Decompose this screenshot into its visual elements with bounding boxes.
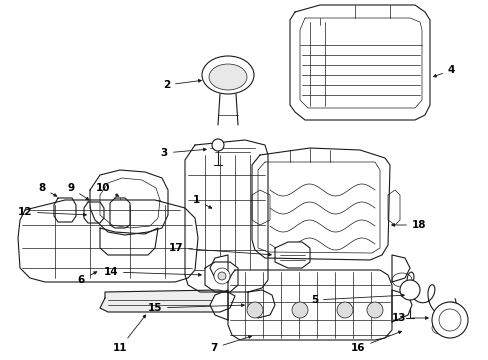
Circle shape — [214, 268, 229, 284]
Polygon shape — [84, 202, 104, 223]
Polygon shape — [391, 290, 411, 322]
Text: 13: 13 — [391, 313, 427, 323]
Text: 4: 4 — [432, 65, 454, 77]
Text: 5: 5 — [310, 294, 404, 305]
Polygon shape — [391, 255, 409, 282]
Text: 6: 6 — [78, 272, 97, 285]
Polygon shape — [18, 200, 198, 282]
Circle shape — [212, 139, 224, 151]
Polygon shape — [227, 270, 391, 340]
Polygon shape — [100, 290, 235, 312]
Circle shape — [291, 302, 307, 318]
Text: 10: 10 — [96, 183, 119, 196]
Text: 14: 14 — [103, 267, 201, 277]
Polygon shape — [90, 170, 168, 235]
Text: 9: 9 — [67, 183, 89, 200]
Text: 18: 18 — [391, 220, 426, 230]
Ellipse shape — [208, 64, 246, 90]
Text: 1: 1 — [192, 195, 211, 208]
Circle shape — [218, 272, 225, 280]
Circle shape — [366, 302, 382, 318]
Text: 15: 15 — [147, 303, 244, 313]
Polygon shape — [184, 140, 267, 292]
Polygon shape — [110, 198, 130, 228]
Circle shape — [399, 280, 419, 300]
Text: 8: 8 — [38, 183, 57, 196]
Text: 16: 16 — [350, 331, 401, 353]
Polygon shape — [274, 242, 309, 268]
Ellipse shape — [202, 56, 253, 94]
Polygon shape — [204, 262, 238, 292]
Text: 11: 11 — [113, 315, 145, 353]
Polygon shape — [387, 190, 399, 225]
Polygon shape — [54, 198, 76, 222]
Circle shape — [336, 302, 352, 318]
Circle shape — [246, 302, 263, 318]
Circle shape — [431, 302, 467, 338]
Text: 12: 12 — [18, 207, 86, 217]
Polygon shape — [209, 255, 227, 282]
Text: 7: 7 — [210, 336, 251, 353]
Polygon shape — [251, 148, 389, 260]
Text: 3: 3 — [161, 148, 206, 158]
Polygon shape — [289, 5, 429, 120]
Polygon shape — [100, 228, 158, 255]
Text: 17: 17 — [168, 243, 271, 256]
Circle shape — [438, 309, 460, 331]
Polygon shape — [251, 190, 269, 225]
Polygon shape — [209, 290, 227, 320]
Polygon shape — [247, 290, 274, 318]
Text: 2: 2 — [163, 80, 201, 90]
